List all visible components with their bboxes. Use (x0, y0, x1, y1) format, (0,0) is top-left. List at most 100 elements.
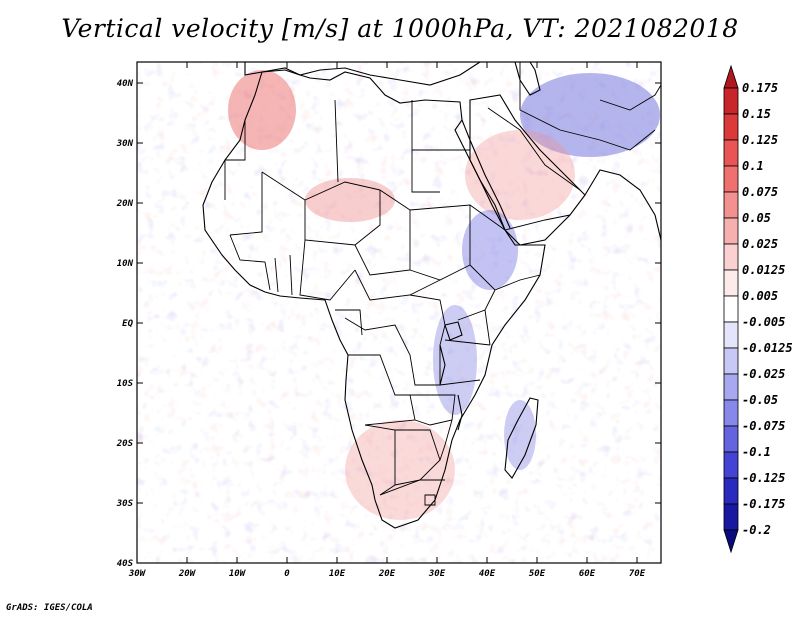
colorbar-label: -0.005 (742, 315, 785, 329)
lat-label: 10N (117, 259, 134, 269)
lon-label: 10W (229, 569, 247, 579)
lon-label: 30W (128, 569, 147, 579)
border-nigeria (299, 239, 356, 301)
colorbar-swatch (723, 64, 739, 89)
lat-label: 30S (116, 499, 134, 509)
colorbar-label: 0.025 (742, 237, 778, 251)
lake-tanganyika (439, 344, 446, 386)
lon-label: 0 (284, 569, 290, 579)
colorbar-label: -0.05 (742, 393, 778, 407)
colorbar-label: -0.2 (742, 523, 771, 537)
colorbar-label: 0.005 (742, 289, 778, 303)
border-afghanistan (599, 84, 662, 111)
colorbar-label: 0.15 (742, 107, 771, 121)
shade-safrica (345, 420, 455, 520)
shade-eafrica (433, 305, 477, 415)
border-tanzania (439, 339, 491, 386)
colorbar-swatch (723, 87, 739, 115)
colorbar-swatch (723, 503, 739, 531)
lake-victoria (444, 321, 463, 341)
border-west-coast (229, 234, 271, 291)
border-mozambique (439, 419, 453, 461)
colorbar-swatch (723, 217, 739, 245)
border-ghana (274, 254, 293, 296)
colorbar-swatch (723, 321, 739, 349)
border-sahara-west (224, 120, 246, 200)
colorbar-swatch (723, 399, 739, 427)
map-frame (136, 61, 662, 564)
lon-label: 50E (529, 569, 546, 579)
madagascar-coastline (504, 397, 539, 479)
border-saudi (487, 107, 581, 231)
shade-sahara (305, 178, 395, 222)
lon-label: 40E (479, 569, 496, 579)
border-ethiopia (469, 204, 541, 291)
colorbar-swatch (723, 425, 739, 453)
colorbar-swatch (723, 165, 739, 193)
country-borders (224, 62, 662, 506)
lon-label: 20W (178, 569, 197, 579)
colorbar-swatch (723, 113, 739, 141)
shade-madagascar (504, 400, 536, 470)
border-car (354, 269, 441, 301)
redsea-coastline (461, 119, 511, 229)
colorbar-swatch (723, 373, 739, 401)
border-kenya (457, 289, 496, 346)
colorbar-swatch (723, 477, 739, 505)
colorbar-swatch (723, 451, 739, 479)
colorbar: 0.175 0.15 0.125 0.1 0.075 0.05 0.025 0.0125 0.0… (723, 64, 793, 554)
europe-coastline (244, 61, 481, 86)
footer-credit: GrADS: IGES/COLA (6, 603, 93, 613)
colorbar-label: 0.1 (742, 159, 764, 173)
shade-iran (520, 73, 660, 157)
field-shading (137, 62, 661, 563)
border-mali (229, 172, 263, 236)
border-angola (348, 354, 416, 426)
lat-label: 40N (117, 79, 134, 89)
shade-ethiopia (462, 210, 518, 290)
lon-label: 30E (428, 569, 446, 579)
border-gabon (335, 309, 363, 336)
caspian-coastline (514, 61, 541, 96)
lon-label: 10E (329, 569, 346, 579)
border-iran (519, 62, 656, 151)
colorbar-swatch (723, 347, 739, 375)
colorbar-label: 0.175 (742, 81, 778, 95)
lat-label: 20N (116, 199, 134, 209)
lon-label: 70E (629, 569, 646, 579)
colorbar-swatch (723, 295, 739, 323)
colorbar-swatch (723, 243, 739, 271)
lon-label: 20E (378, 569, 396, 579)
arabia-coastline (469, 94, 586, 246)
colorbar-label: -0.025 (742, 367, 785, 381)
colorbar-label: 0.125 (742, 133, 778, 147)
shade-arabia (465, 130, 575, 220)
colorbar-label: 0.0125 (742, 263, 785, 277)
border-south-africa (379, 479, 445, 496)
lat-label: 30N (116, 139, 134, 149)
shade-morocco (228, 70, 296, 150)
coastlines (202, 61, 662, 529)
colorbar-label: 0.075 (742, 185, 778, 199)
border-namibia (364, 424, 396, 496)
colorbar-label: 0.05 (742, 211, 771, 225)
lat-label: 40S (117, 559, 134, 569)
border-libya-egypt (411, 100, 440, 193)
africa-coastline (202, 69, 546, 529)
lake-malawi (457, 394, 463, 431)
colorbar-swatch (723, 529, 739, 554)
colorbar-label: -0.125 (742, 471, 785, 485)
colorbar-label: -0.1 (742, 445, 771, 459)
colorbar-label: -0.175 (742, 497, 785, 511)
colorbar-swatch (723, 139, 739, 167)
lat-label: 20S (116, 439, 134, 449)
border-lesotho (424, 494, 436, 506)
border-algeria-libya (334, 99, 339, 183)
colorbar-label: -0.075 (742, 419, 785, 433)
lon-label: 60E (579, 569, 596, 579)
lat-label: EQ (122, 319, 133, 329)
chart-title: Vertical velocity [m/s] at 1000hPa, VT: … (61, 14, 739, 43)
colorbar-swatch (723, 191, 739, 219)
